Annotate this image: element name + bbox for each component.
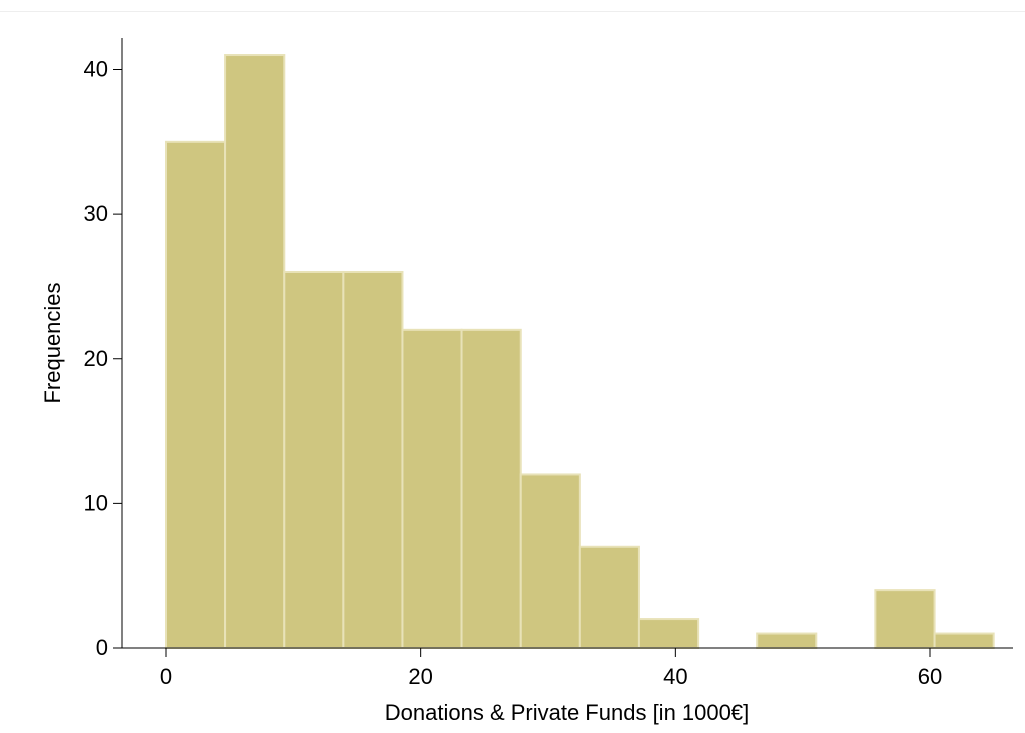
histogram-bar [342, 270, 404, 649]
x-axis-label: Donations & Private Funds [in 1000€] [385, 700, 749, 725]
x-ticks-group: 0 20 40 60 [160, 648, 942, 689]
y-tick-label: 40 [84, 57, 108, 82]
histogram-bar [637, 618, 700, 650]
y-tick-label: 20 [84, 346, 108, 371]
histogram-bar [460, 328, 522, 649]
x-tick-label: 0 [160, 664, 172, 689]
y-tick-label: 10 [84, 490, 108, 515]
histogram-bar [283, 270, 345, 649]
axes-group [121, 38, 1013, 649]
histogram-bar [874, 589, 936, 650]
bars-group [165, 54, 995, 650]
top-divider [0, 11, 1025, 12]
y-ticks-group: 0 10 20 30 40 [84, 57, 122, 660]
histogram-bar [933, 632, 995, 649]
histogram-bar [578, 545, 640, 650]
histogram-bar [401, 328, 463, 649]
x-tick-label: 60 [918, 664, 942, 689]
histogram-bar [165, 140, 227, 649]
y-tick-label: 0 [96, 635, 108, 660]
y-tick-label: 30 [84, 201, 108, 226]
histogram-bar [519, 473, 581, 650]
y-axis-label: Frequencies [40, 282, 65, 403]
x-tick-label: 40 [663, 664, 687, 689]
histogram-bar [224, 54, 286, 650]
x-tick-label: 20 [408, 664, 432, 689]
histogram-bar [756, 632, 818, 649]
